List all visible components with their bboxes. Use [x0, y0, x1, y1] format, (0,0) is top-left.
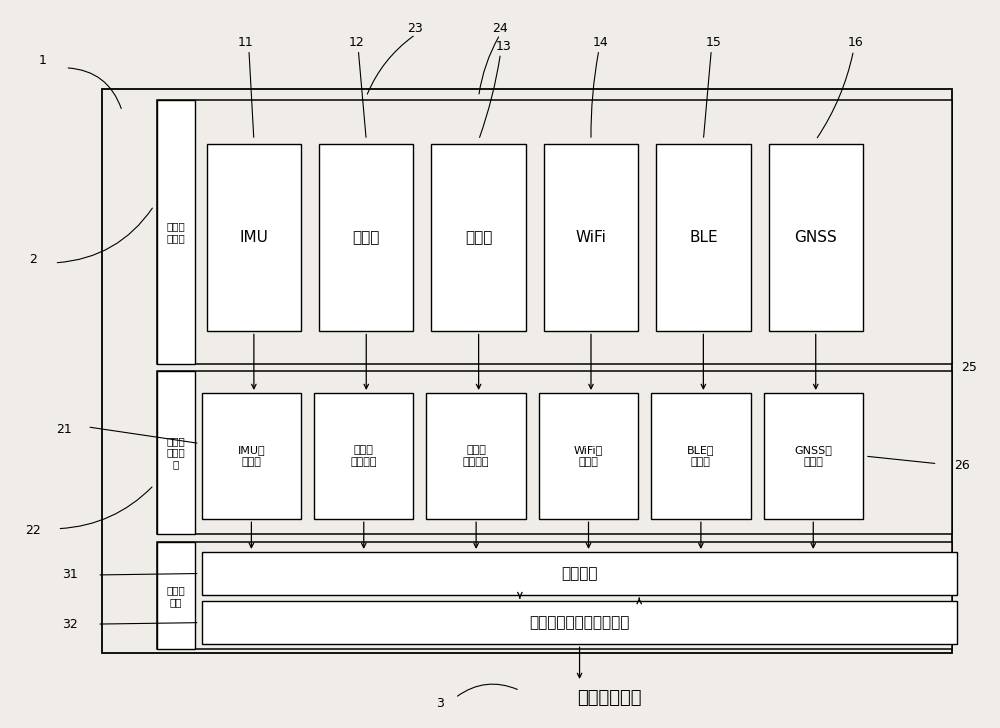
Bar	[157, 542, 195, 649]
Text: 31: 31	[63, 569, 78, 582]
Text: 磁力计: 磁力计	[353, 230, 380, 245]
Text: 22: 22	[25, 523, 40, 537]
Bar	[157, 100, 952, 364]
Bar	[426, 393, 526, 519]
Text: 23: 23	[408, 22, 423, 34]
Bar	[319, 143, 413, 331]
Text: 系统模型（运动学模型）: 系统模型（运动学模型）	[529, 615, 630, 630]
Text: 1: 1	[39, 54, 46, 67]
Text: IMU处
理单元: IMU处 理单元	[238, 446, 265, 467]
Text: IMU: IMU	[239, 230, 268, 245]
Text: 13: 13	[496, 39, 511, 52]
Bar	[544, 143, 638, 331]
Bar	[202, 552, 957, 596]
Bar	[769, 143, 863, 331]
Text: 14: 14	[593, 36, 609, 49]
Bar	[102, 90, 952, 653]
Text: 压力计: 压力计	[465, 230, 492, 245]
Text: 25: 25	[961, 361, 977, 374]
Text: BLE处
理单元: BLE处 理单元	[687, 446, 715, 467]
Bar	[202, 601, 957, 644]
Text: BLE: BLE	[689, 230, 718, 245]
Bar	[202, 393, 301, 519]
Text: 压力计
处理单元: 压力计 处理单元	[463, 446, 489, 467]
Bar	[539, 393, 638, 519]
Text: 26: 26	[955, 459, 970, 472]
Text: GNSS: GNSS	[794, 230, 837, 245]
Text: GNSS处
理单元: GNSS处 理单元	[794, 446, 832, 467]
Bar	[157, 542, 952, 649]
Text: 12: 12	[348, 36, 364, 49]
Text: 16: 16	[848, 36, 863, 49]
Bar	[207, 143, 301, 331]
Text: 24: 24	[492, 22, 508, 34]
Text: 3: 3	[436, 697, 444, 710]
Bar	[764, 393, 863, 519]
Text: 11: 11	[238, 36, 254, 49]
Text: 21: 21	[57, 422, 72, 435]
Bar	[656, 143, 751, 331]
Text: 2: 2	[29, 253, 37, 266]
Bar	[431, 143, 526, 331]
Bar	[157, 371, 195, 534]
Text: WiFi处
理单元: WiFi处 理单元	[574, 446, 603, 467]
Bar	[314, 393, 413, 519]
Text: WiFi: WiFi	[576, 230, 606, 245]
Text: 手持智
能设备: 手持智 能设备	[166, 221, 185, 243]
Text: 32: 32	[63, 617, 78, 630]
Text: 观测量
处理单
元: 观测量 处理单 元	[166, 436, 185, 469]
Text: 磁力计
处理单元: 磁力计 处理单元	[351, 446, 377, 467]
Bar	[651, 393, 751, 519]
Text: 行人导航结果: 行人导航结果	[577, 689, 642, 707]
Text: 观测模型: 观测模型	[561, 566, 598, 581]
Text: 15: 15	[705, 36, 721, 49]
Bar	[157, 371, 952, 534]
Text: 融合滤
波器: 融合滤 波器	[166, 585, 185, 606]
Bar	[157, 100, 195, 364]
